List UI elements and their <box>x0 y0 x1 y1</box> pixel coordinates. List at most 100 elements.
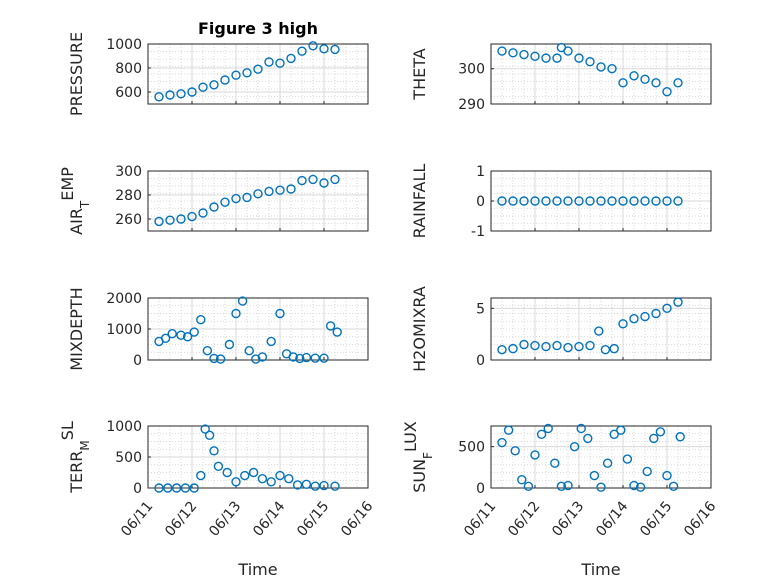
data-point <box>552 340 562 351</box>
x-axis-label: Time <box>580 560 620 579</box>
axes-border <box>147 170 369 232</box>
data-point <box>503 425 514 435</box>
data-point <box>519 196 529 206</box>
data-point <box>607 196 617 206</box>
y-tick-label: 1000 <box>106 37 142 53</box>
data-point <box>176 89 186 99</box>
data-point <box>609 343 619 354</box>
x-tick-label: 06/15 <box>294 498 332 539</box>
data-point <box>552 53 562 63</box>
data-point <box>536 429 547 439</box>
data-point <box>242 192 252 203</box>
data-point <box>222 467 232 478</box>
data-point <box>244 346 254 356</box>
data-point <box>662 86 672 97</box>
data-point <box>275 470 285 481</box>
data-point <box>651 78 661 88</box>
data-point <box>240 470 250 481</box>
data-point <box>673 78 683 88</box>
data-point <box>319 480 329 491</box>
y-axis-label: TERRMSL <box>58 421 93 494</box>
data-point <box>642 466 652 477</box>
data-point <box>198 82 208 92</box>
data-point <box>607 64 617 74</box>
data-point <box>596 196 606 206</box>
data-point <box>154 216 164 227</box>
data-point <box>275 308 285 319</box>
x-tick-label: 06/11 <box>118 498 156 539</box>
data-point <box>530 196 540 206</box>
data-point <box>563 480 573 491</box>
data-point <box>171 483 182 493</box>
data-point <box>301 479 312 489</box>
data-point <box>286 53 296 64</box>
axes-border <box>147 297 369 361</box>
y-tick-label: 0 <box>133 353 142 369</box>
data-point <box>160 333 171 343</box>
data-point <box>275 58 285 68</box>
data-point <box>530 340 540 351</box>
data-point <box>618 319 628 329</box>
data-point <box>673 196 683 206</box>
data-point <box>297 175 307 186</box>
data-point <box>563 196 573 206</box>
data-point <box>301 352 312 363</box>
data-point <box>253 189 263 199</box>
data-point <box>204 430 215 440</box>
y-tick-label: 300 <box>458 62 485 78</box>
data-point <box>286 184 296 194</box>
y-tick-label: 5 <box>476 301 485 317</box>
subplot-sun_flux: 06/11 06/12 06/13 06/14 06/15 06/16 0 500 SUNFLU… <box>401 421 720 579</box>
subplot-theta: 290 300 THETA <box>410 42 712 113</box>
data-point <box>508 343 518 354</box>
data-point <box>519 339 529 350</box>
data-point <box>596 62 606 72</box>
data-point <box>176 214 186 224</box>
data-point <box>618 196 628 206</box>
axes-border <box>490 43 712 105</box>
data-point <box>585 196 595 206</box>
x-tick-label: 06/15 <box>637 498 675 539</box>
data-point <box>530 450 540 460</box>
data-point <box>220 75 230 85</box>
data-point <box>497 46 507 56</box>
data-point <box>563 342 573 353</box>
data-point <box>662 303 672 314</box>
data-point <box>618 78 628 88</box>
data-point <box>330 44 340 55</box>
y-tick-label: 260 <box>115 212 142 228</box>
x-tick-label: 06/13 <box>549 498 587 539</box>
data-point <box>165 215 175 225</box>
data-point <box>517 475 527 485</box>
data-point <box>640 74 650 84</box>
subplot-mixdepth: 0 1000 2000 MIXDEPTH <box>67 287 369 371</box>
data-point <box>497 344 507 355</box>
data-point <box>662 196 672 206</box>
data-point <box>319 353 329 363</box>
y-tick-label: 2000 <box>106 291 142 307</box>
data-point <box>609 429 619 439</box>
data-point <box>202 346 213 356</box>
data-point <box>649 433 659 444</box>
data-point <box>215 354 226 364</box>
y-tick-label: -1 <box>471 224 485 240</box>
data-point <box>622 454 633 464</box>
data-point <box>200 424 210 434</box>
data-point <box>231 193 241 204</box>
data-point <box>629 71 639 81</box>
y-tick-label: 1000 <box>106 322 142 338</box>
data-point <box>187 87 197 97</box>
data-point <box>310 481 320 491</box>
subplot-h2omixra: 0 5 H2OMIXRA <box>410 286 712 372</box>
data-point <box>541 53 551 63</box>
subplot-rainfall: -1 0 1 RAINFALL <box>410 164 712 240</box>
data-point <box>292 480 303 490</box>
y-axis-label: H2OMIXRA <box>410 286 429 372</box>
data-point <box>187 211 197 222</box>
data-point <box>189 483 199 493</box>
data-point <box>629 313 639 324</box>
data-point <box>330 481 340 491</box>
data-point <box>180 483 191 493</box>
data-point <box>257 474 268 484</box>
